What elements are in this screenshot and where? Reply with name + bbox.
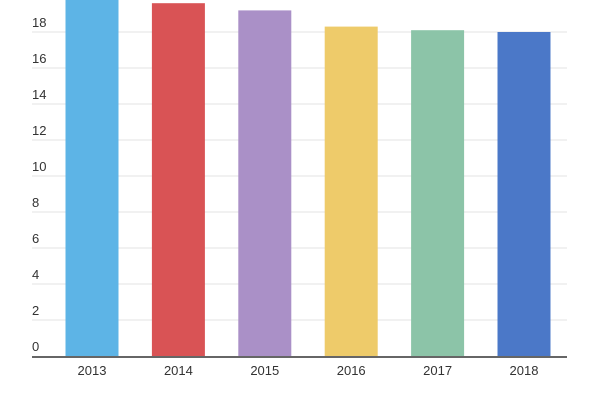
- y-tick-label: 14: [32, 87, 46, 102]
- x-tick-label: 2013: [78, 363, 107, 378]
- y-tick-label: 8: [32, 195, 39, 210]
- y-tick-label: 10: [32, 159, 46, 174]
- y-tick-label: 16: [32, 51, 46, 66]
- y-tick-label: 18: [32, 15, 46, 30]
- bar-2018: [497, 32, 551, 356]
- x-tick-label: 2018: [510, 363, 539, 378]
- bar-2015: [238, 10, 292, 357]
- y-tick-label: 6: [32, 231, 39, 246]
- x-tick-label: 2014: [164, 363, 193, 378]
- y-tick-label: 4: [32, 267, 39, 282]
- bar-2017: [411, 30, 465, 356]
- bars: [65, 0, 551, 357]
- x-tick-label: 2017: [423, 363, 452, 378]
- y-axis-ticks: 0 2 4 6 8 10 12 14 16 18: [32, 15, 46, 354]
- gridlines: [32, 31, 567, 321]
- bar-2013: [65, 0, 119, 357]
- bar-2016: [324, 26, 378, 356]
- y-tick-label: 12: [32, 123, 46, 138]
- y-tick-label: 0: [32, 339, 39, 354]
- y-tick-label: 2: [32, 303, 39, 318]
- bar-2014: [151, 3, 205, 356]
- x-tick-label: 2016: [337, 363, 366, 378]
- x-axis-ticks: 2013 2014 2015 2016 2017 2018: [78, 363, 539, 378]
- x-tick-label: 2015: [250, 363, 279, 378]
